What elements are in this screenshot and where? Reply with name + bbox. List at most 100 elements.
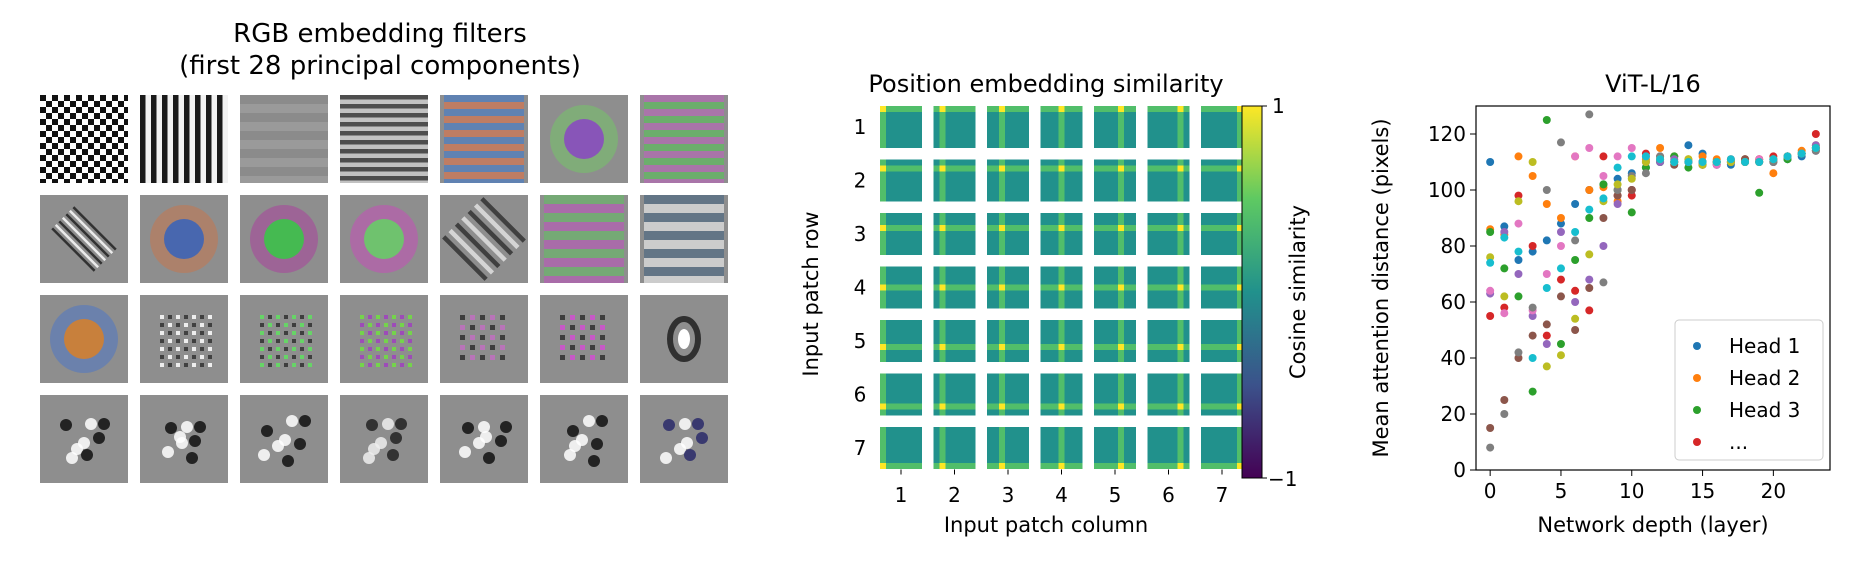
scatter-point — [1641, 163, 1650, 172]
position-embedding-panel: Position embedding similarity 1 2 3 4 5 6 7 1 2… — [760, 0, 1320, 570]
similarity-tile — [1147, 106, 1190, 148]
scatter-point — [1556, 138, 1565, 147]
scatter-point — [1500, 228, 1509, 236]
position-col-ticks: 1 2 3 4 5 6 7 — [895, 469, 1229, 507]
scatter-point — [1670, 158, 1679, 166]
col-tick-label: 7 — [1216, 483, 1229, 507]
scatter-point — [1514, 191, 1523, 200]
scatter-point — [1486, 312, 1495, 320]
scatter-point — [1599, 180, 1608, 189]
scatter-point — [1528, 172, 1537, 180]
similarity-tile — [880, 266, 922, 309]
scatter-point — [1528, 303, 1537, 312]
scatter-ylabel: Mean attention distance (pixels) — [1369, 118, 1393, 457]
scatter-point — [1542, 284, 1551, 292]
position-xlabel: Input patch column — [944, 513, 1148, 537]
scatter-point — [1656, 144, 1665, 152]
col-tick-label: 5 — [1109, 483, 1122, 507]
similarity-tile — [1040, 213, 1083, 255]
legend-box — [1674, 319, 1824, 461]
attention-distance-panel: ViT-L/16 0 5 10 15 20 0 20 40 60 80 100 120 Network… — [1320, 0, 1874, 570]
x-tick-label: 0 — [1484, 479, 1497, 503]
scatter-point — [1486, 258, 1495, 267]
scatter-point — [1486, 286, 1495, 295]
scatter-point — [1486, 228, 1495, 236]
scatter-xlabel: Network depth (layer) — [1537, 513, 1768, 537]
scatter-point — [1698, 158, 1707, 166]
scatter-point — [1556, 340, 1565, 348]
col-tick-label: 1 — [895, 483, 908, 507]
scatter-point — [1726, 155, 1735, 164]
similarity-tile — [880, 213, 922, 255]
scatter-title: ViT-L/16 — [1605, 70, 1701, 98]
filter-thumbnail — [440, 195, 528, 283]
scatter-point — [1514, 348, 1523, 357]
scatter-point — [1514, 354, 1523, 362]
legend-marker — [1693, 342, 1701, 350]
legend-marker — [1693, 438, 1701, 446]
scatter-point — [1811, 130, 1820, 138]
x-tick-label: 5 — [1555, 479, 1568, 503]
row-tick-label: 7 — [854, 436, 867, 460]
scatter-point — [1500, 309, 1509, 318]
scatter-point — [1500, 222, 1509, 231]
scatter-point — [1556, 351, 1565, 360]
scatter-point — [1514, 197, 1523, 206]
similarity-tile — [1094, 427, 1136, 469]
scatter-point — [1542, 270, 1551, 278]
scatter-point — [1571, 298, 1580, 306]
scatter-point — [1613, 152, 1622, 161]
scatter-point — [1571, 228, 1580, 236]
similarity-tile — [987, 159, 1029, 202]
similarity-tile — [1040, 266, 1083, 309]
filter-thumbnail — [440, 395, 528, 483]
colorbar-max-label: 1 — [1272, 94, 1285, 118]
scatter-point — [1486, 443, 1495, 452]
similarity-tile — [1147, 266, 1190, 309]
similarity-tile — [933, 106, 976, 148]
scatter-point — [1684, 141, 1693, 150]
scatter-point — [1542, 200, 1551, 208]
scatter-point — [1712, 158, 1721, 166]
similarity-tile — [933, 213, 976, 255]
position-ylabel: Input patch row — [799, 211, 823, 376]
scatter-point — [1627, 144, 1636, 152]
plot-frame — [1475, 105, 1831, 471]
colorbar — [1241, 105, 1263, 479]
similarity-tile — [987, 373, 1029, 416]
scatter-axes: 0 5 10 15 20 0 20 40 60 80 100 120 — [1428, 105, 1831, 503]
scatter-point — [1741, 158, 1750, 166]
scatter-point — [1514, 292, 1523, 301]
similarity-tile — [880, 106, 922, 148]
filter-thumbnail — [640, 295, 728, 383]
filter-thumbnail — [540, 195, 628, 283]
col-tick-label: 3 — [1002, 483, 1015, 507]
similarity-tile — [880, 427, 922, 469]
similarity-tile — [880, 373, 922, 416]
x-tick-label: 20 — [1761, 479, 1786, 503]
similarity-tile — [1040, 106, 1083, 148]
similarity-tile — [1201, 373, 1243, 416]
scatter-point — [1585, 214, 1594, 222]
scatter-point — [1613, 180, 1622, 189]
scatter-point — [1641, 158, 1650, 166]
scatter-point — [1684, 158, 1693, 166]
row-tick-label: 4 — [854, 276, 867, 300]
scatter-point — [1528, 158, 1537, 166]
scatter-point — [1755, 188, 1764, 197]
scatter-point — [1542, 186, 1551, 194]
scatter-point — [1500, 410, 1509, 418]
x-tick-label: 15 — [1690, 479, 1715, 503]
scatter-point — [1542, 340, 1551, 348]
scatter-point — [1641, 169, 1650, 178]
scatter-point — [1627, 186, 1636, 194]
row-tick-label: 5 — [854, 329, 867, 353]
scatter-point — [1486, 253, 1495, 262]
scatter-point — [1599, 278, 1608, 287]
filter-thumbnail — [40, 195, 128, 283]
scatter-point — [1684, 163, 1693, 172]
scatter-point — [1556, 219, 1565, 228]
scatter-point — [1556, 214, 1565, 222]
scatter-point — [1514, 256, 1523, 264]
similarity-tile — [987, 320, 1029, 362]
